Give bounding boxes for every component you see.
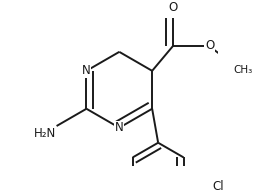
Text: O: O — [205, 39, 214, 52]
Text: O: O — [169, 1, 178, 14]
Text: Cl: Cl — [213, 180, 224, 193]
Text: N: N — [82, 64, 91, 77]
Text: N: N — [115, 121, 124, 134]
Text: H₂N: H₂N — [34, 127, 56, 140]
Text: CH₃: CH₃ — [234, 65, 253, 75]
